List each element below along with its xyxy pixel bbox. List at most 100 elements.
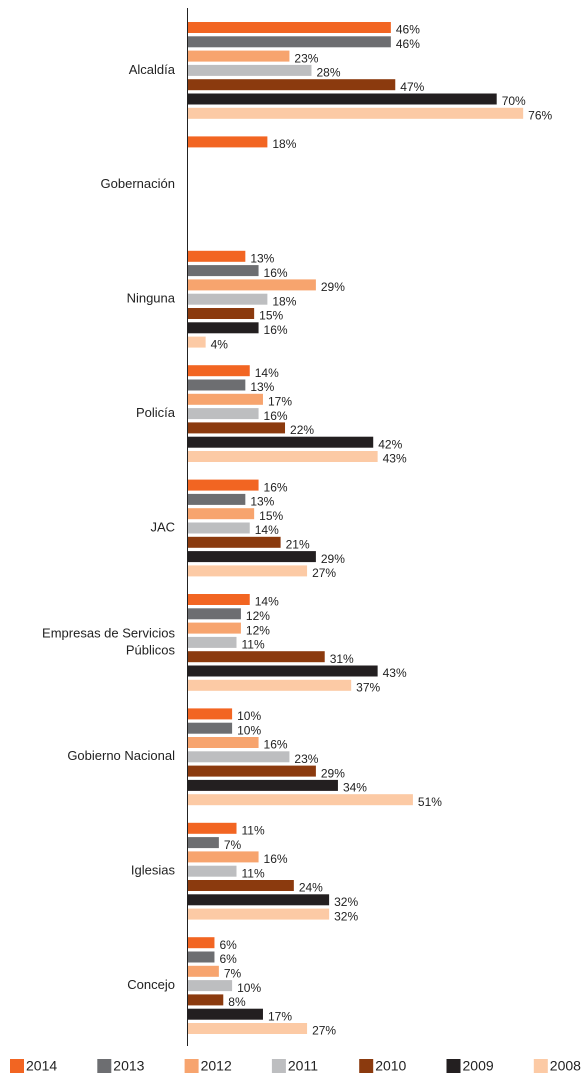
legend-label: 2013	[113, 1058, 144, 1074]
value-label: 10%	[237, 723, 261, 737]
value-label: 17%	[268, 394, 292, 408]
value-label: 16%	[264, 323, 288, 337]
bar	[188, 594, 250, 605]
bar	[188, 107, 524, 119]
value-label: 14%	[255, 595, 279, 609]
bar	[188, 365, 250, 377]
value-label: 51%	[418, 795, 442, 809]
value-label: 4%	[211, 337, 229, 351]
value-label: 13%	[250, 380, 274, 394]
bar	[188, 36, 391, 48]
value-label: 23%	[294, 752, 318, 766]
value-label: 27%	[312, 1024, 336, 1038]
value-label: 43%	[383, 452, 407, 466]
bar	[188, 493, 246, 505]
value-label: 15%	[259, 309, 283, 323]
value-label: 16%	[264, 409, 288, 423]
bar	[188, 265, 259, 277]
category-label: Empresas de Servicios Públicos	[42, 626, 175, 658]
bar	[188, 822, 237, 834]
value-label: 10%	[237, 709, 261, 723]
value-label: 43%	[383, 666, 407, 680]
bar	[188, 651, 325, 663]
category-label: JAC	[150, 519, 175, 534]
value-label: 70%	[502, 94, 526, 108]
value-label: 16%	[264, 852, 288, 866]
value-label: 14%	[255, 523, 279, 537]
bar	[188, 451, 378, 462]
value-label: 47%	[400, 80, 424, 94]
value-label: 17%	[268, 1009, 292, 1023]
bar	[188, 22, 391, 33]
bar	[188, 422, 286, 434]
bar	[188, 937, 215, 949]
bar	[188, 951, 215, 963]
legend-swatch	[446, 1059, 461, 1073]
bar	[188, 1023, 308, 1034]
bar	[188, 665, 378, 677]
value-label: 76%	[528, 108, 552, 122]
value-label: 12%	[246, 609, 270, 623]
category-label: Gobernación	[101, 176, 175, 191]
bar	[188, 722, 233, 734]
bar	[188, 436, 374, 448]
bar	[188, 551, 316, 563]
bar	[188, 136, 268, 148]
category-label: Policía	[136, 405, 176, 420]
bar	[188, 322, 259, 334]
value-label: 46%	[396, 23, 420, 37]
value-label: 15%	[259, 509, 283, 523]
bar	[188, 508, 255, 520]
legend-swatch	[97, 1059, 112, 1073]
value-label: 46%	[396, 37, 420, 51]
value-label: 21%	[286, 537, 310, 551]
value-label: 16%	[264, 266, 288, 280]
category-label: Concejo	[127, 977, 175, 992]
value-label: 13%	[250, 495, 274, 509]
value-label: 11%	[242, 866, 265, 880]
legend-label: 2014	[26, 1058, 57, 1074]
value-label: 29%	[321, 280, 345, 294]
bar	[188, 279, 316, 291]
bar	[188, 751, 290, 763]
value-label: 28%	[316, 66, 340, 80]
category-label: Alcaldía	[129, 62, 176, 77]
value-label: 11%	[242, 823, 265, 837]
bar	[188, 93, 497, 105]
bar	[188, 608, 241, 620]
legend-label: 2010	[375, 1058, 406, 1074]
bar	[188, 479, 259, 491]
bar	[188, 293, 268, 305]
bar	[188, 851, 259, 863]
bar	[188, 250, 246, 262]
value-label: 12%	[246, 623, 270, 637]
value-label: 6%	[219, 952, 237, 966]
value-label: 34%	[343, 781, 367, 795]
bar	[188, 708, 233, 720]
bar	[188, 779, 338, 791]
bar	[188, 1008, 263, 1020]
bar	[188, 536, 281, 548]
legend-label: 2012	[201, 1058, 232, 1074]
bar	[188, 79, 396, 91]
bar	[188, 765, 316, 777]
legend-swatch	[10, 1059, 24, 1073]
bar	[188, 880, 294, 891]
bar	[188, 64, 312, 76]
value-label: 11%	[242, 638, 265, 652]
bar	[188, 522, 250, 534]
legend-swatch	[271, 1059, 286, 1073]
value-label: 6%	[219, 938, 237, 952]
value-label: 16%	[264, 480, 288, 494]
value-label: 27%	[312, 566, 336, 580]
bar	[188, 408, 259, 420]
bar	[188, 794, 413, 806]
bar	[188, 737, 259, 748]
value-label: 16%	[264, 738, 288, 752]
value-label: 42%	[378, 437, 402, 451]
bar	[188, 965, 219, 977]
value-label: 18%	[272, 294, 296, 308]
legend-label: 2009	[463, 1058, 494, 1074]
legend-swatch	[359, 1059, 374, 1073]
